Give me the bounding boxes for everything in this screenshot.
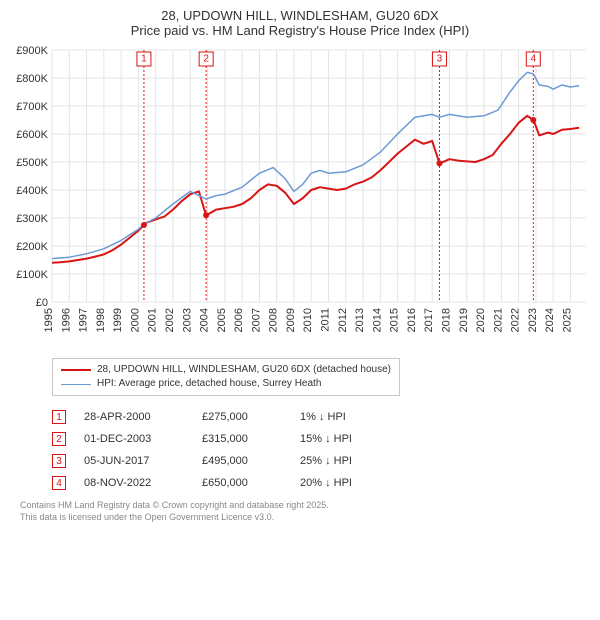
svg-text:£300K: £300K (16, 213, 48, 225)
transaction-diff: 25% ↓ HPI (300, 455, 380, 467)
transaction-price: £495,000 (202, 455, 282, 467)
svg-text:2014: 2014 (371, 308, 383, 332)
svg-text:2007: 2007 (250, 308, 262, 332)
legend-label: 28, UPDOWN HILL, WINDLESHAM, GU20 6DX (d… (97, 363, 391, 377)
svg-text:£200K: £200K (16, 241, 48, 253)
svg-text:1995: 1995 (43, 308, 55, 332)
chart-title-block: 28, UPDOWN HILL, WINDLESHAM, GU20 6DX Pr… (8, 8, 592, 38)
transaction-marker: 3 (52, 454, 66, 468)
transaction-marker: 2 (52, 432, 66, 446)
svg-text:2016: 2016 (406, 308, 418, 332)
svg-text:2009: 2009 (285, 308, 297, 332)
svg-text:4: 4 (531, 54, 537, 65)
svg-text:2020: 2020 (475, 308, 487, 332)
transaction-price: £315,000 (202, 433, 282, 445)
transaction-diff: 15% ↓ HPI (300, 433, 380, 445)
svg-text:2000: 2000 (129, 308, 141, 332)
transaction-marker: 4 (52, 476, 66, 490)
chart-title-line1: 28, UPDOWN HILL, WINDLESHAM, GU20 6DX (8, 8, 592, 23)
svg-text:£900K: £900K (16, 45, 48, 57)
svg-text:1996: 1996 (60, 308, 72, 332)
transaction-row: 4 08-NOV-2022 £650,000 20% ↓ HPI (52, 472, 592, 494)
footer-attribution: Contains HM Land Registry data © Crown c… (20, 500, 592, 523)
legend-item: HPI: Average price, detached house, Surr… (61, 377, 391, 391)
transaction-marker: 1 (52, 410, 66, 424)
transaction-diff: 20% ↓ HPI (300, 477, 380, 489)
svg-text:1997: 1997 (78, 308, 90, 332)
svg-text:2006: 2006 (233, 308, 245, 332)
svg-text:2: 2 (203, 54, 209, 65)
svg-text:2002: 2002 (164, 308, 176, 332)
svg-text:2025: 2025 (561, 308, 573, 332)
svg-text:£700K: £700K (16, 101, 48, 113)
transaction-price: £650,000 (202, 477, 282, 489)
transaction-row: 3 05-JUN-2017 £495,000 25% ↓ HPI (52, 450, 592, 472)
chart-title-line2: Price paid vs. HM Land Registry's House … (8, 23, 592, 38)
chart-container: £0 £100K £200K £300K £400K £500K £600K £700K £80… (8, 42, 592, 352)
svg-text:£800K: £800K (16, 73, 48, 85)
svg-text:£600K: £600K (16, 129, 48, 141)
svg-text:£100K: £100K (16, 269, 48, 281)
transaction-date: 05-JUN-2017 (84, 455, 184, 467)
svg-text:1999: 1999 (112, 308, 124, 332)
svg-text:£0: £0 (36, 297, 48, 309)
transaction-date: 28-APR-2000 (84, 411, 184, 423)
svg-text:1: 1 (141, 54, 147, 65)
svg-text:2001: 2001 (147, 308, 159, 332)
svg-text:2017: 2017 (423, 308, 435, 332)
transaction-row: 1 28-APR-2000 £275,000 1% ↓ HPI (52, 406, 592, 428)
svg-text:2018: 2018 (440, 308, 452, 332)
svg-text:2023: 2023 (527, 308, 539, 332)
footer-line2: This data is licensed under the Open Gov… (20, 512, 592, 524)
svg-text:2010: 2010 (302, 308, 314, 332)
svg-text:2013: 2013 (354, 308, 366, 332)
svg-text:2024: 2024 (544, 308, 556, 332)
line-chart: £0 £100K £200K £300K £400K £500K £600K £700K £80… (8, 42, 592, 352)
legend-label: HPI: Average price, detached house, Surr… (97, 377, 321, 391)
svg-text:2012: 2012 (337, 308, 349, 332)
svg-text:2015: 2015 (389, 308, 401, 332)
transactions-table: 1 28-APR-2000 £275,000 1% ↓ HPI 2 01-DEC-2003… (52, 406, 592, 494)
chart-legend: 28, UPDOWN HILL, WINDLESHAM, GU20 6DX (d… (52, 358, 400, 396)
svg-text:£400K: £400K (16, 185, 48, 197)
svg-text:£500K: £500K (16, 157, 48, 169)
transaction-price: £275,000 (202, 411, 282, 423)
svg-text:2011: 2011 (320, 308, 332, 332)
legend-item: 28, UPDOWN HILL, WINDLESHAM, GU20 6DX (d… (61, 363, 391, 377)
svg-text:2003: 2003 (181, 308, 193, 332)
svg-text:2008: 2008 (268, 308, 280, 332)
svg-text:2022: 2022 (510, 308, 522, 332)
footer-line1: Contains HM Land Registry data © Crown c… (20, 500, 592, 512)
transaction-diff: 1% ↓ HPI (300, 411, 380, 423)
svg-text:3: 3 (437, 54, 443, 65)
transaction-date: 01-DEC-2003 (84, 433, 184, 445)
transaction-row: 2 01-DEC-2003 £315,000 15% ↓ HPI (52, 428, 592, 450)
svg-text:2004: 2004 (199, 308, 211, 332)
svg-text:2005: 2005 (216, 308, 228, 332)
legend-swatch (61, 369, 91, 371)
svg-text:1998: 1998 (95, 308, 107, 332)
svg-text:2021: 2021 (492, 308, 504, 332)
transaction-date: 08-NOV-2022 (84, 477, 184, 489)
legend-swatch (61, 384, 91, 385)
svg-text:2019: 2019 (458, 308, 470, 332)
